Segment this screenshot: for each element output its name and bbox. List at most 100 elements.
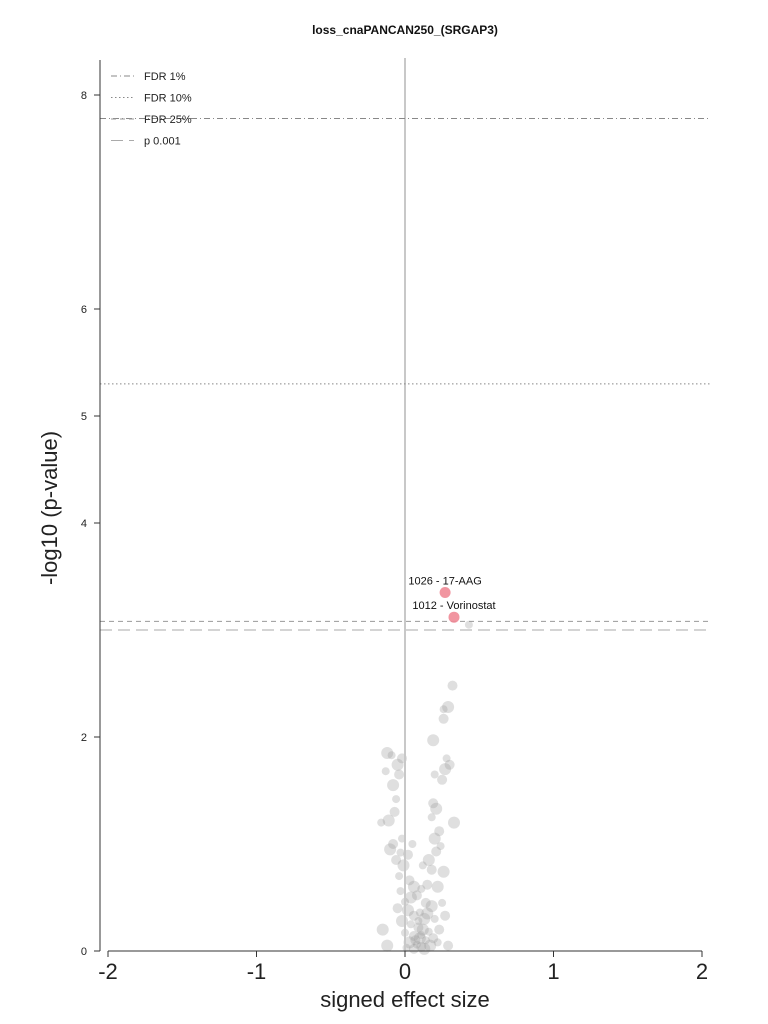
points-layer — [376, 620, 473, 955]
data-point — [376, 923, 389, 936]
highlighted-points: 1026 - 17-AAG 1012 - Vorinostat — [408, 576, 496, 623]
data-point — [408, 943, 419, 954]
data-point — [417, 931, 426, 939]
y-tick-label: 0 — [81, 946, 87, 958]
data-point — [396, 915, 408, 927]
point-annotation: 1026 - 17-AAG — [408, 576, 481, 588]
data-point — [428, 832, 441, 845]
data-point — [387, 779, 400, 792]
legend: FDR 1% FDR 10% FDR 25% p 0.001 — [111, 71, 192, 148]
data-point — [382, 814, 395, 827]
data-point — [424, 939, 437, 952]
data-point — [439, 705, 448, 714]
data-point — [442, 701, 455, 713]
data-point — [448, 816, 460, 829]
data-point — [389, 806, 400, 817]
data-point — [413, 932, 426, 945]
data-point — [408, 840, 417, 848]
data-point — [384, 843, 397, 856]
legend-label: FDR 25% — [144, 114, 192, 126]
data-point — [426, 864, 437, 875]
chart-title: loss_cnaPANCAN250_(SRGAP3) — [312, 23, 498, 37]
threshold-lines — [100, 118, 710, 631]
data-point — [444, 759, 455, 770]
x-tick-label: 1 — [547, 959, 559, 984]
data-point — [424, 927, 433, 936]
data-point — [422, 879, 433, 890]
data-point — [412, 940, 421, 949]
data-point — [421, 907, 434, 920]
data-point — [408, 910, 419, 921]
data-point — [430, 770, 439, 779]
data-point — [413, 922, 424, 933]
data-point — [431, 846, 442, 857]
data-point — [427, 813, 436, 822]
data-point — [406, 920, 415, 929]
data-point — [436, 842, 445, 851]
y-axis-ticks: 0 2 4 5 6 8 — [81, 90, 100, 958]
data-point — [464, 620, 473, 629]
data-point — [392, 795, 401, 804]
data-point — [392, 903, 403, 914]
x-axis-label: signed effect size — [320, 987, 490, 1012]
legend-label: FDR 1% — [144, 71, 186, 83]
data-point — [416, 923, 429, 936]
y-tick-label: 5 — [81, 411, 87, 423]
data-point — [428, 798, 439, 809]
data-point — [431, 880, 444, 893]
data-point — [425, 900, 438, 913]
x-tick-label: 0 — [399, 959, 411, 984]
y-tick-label: 6 — [81, 304, 87, 316]
data-point — [434, 924, 445, 935]
data-point — [394, 769, 405, 780]
x-tick-label: -2 — [98, 959, 118, 984]
data-point — [387, 751, 396, 760]
data-point — [381, 767, 390, 776]
data-point — [416, 941, 427, 952]
data-point — [438, 898, 447, 907]
data-point — [422, 854, 435, 866]
data-point — [417, 884, 426, 893]
y-tick-label: 8 — [81, 90, 87, 102]
data-point — [407, 880, 420, 893]
highlighted-point — [448, 611, 460, 623]
data-point — [442, 754, 451, 763]
data-point — [430, 914, 439, 923]
data-point — [447, 680, 458, 691]
data-point — [433, 938, 442, 947]
data-point — [438, 713, 449, 724]
data-point — [428, 933, 439, 944]
point-annotation: 1012 - Vorinostat — [412, 600, 495, 612]
data-point — [437, 774, 448, 785]
y-axis-label: -log10 (p-value) — [37, 431, 62, 585]
data-point — [396, 848, 405, 857]
legend-label: p 0.001 — [144, 136, 181, 148]
data-point — [381, 939, 394, 952]
data-point — [391, 758, 404, 771]
data-point — [427, 734, 440, 747]
data-point — [421, 936, 430, 945]
highlighted-point — [439, 587, 451, 598]
data-point — [440, 910, 451, 921]
x-axis-ticks: -2 -1 0 1 2 — [98, 951, 708, 984]
data-point — [418, 861, 427, 870]
y-tick-label: 4 — [81, 518, 87, 530]
data-point — [418, 912, 431, 925]
data-point — [414, 917, 423, 925]
data-point — [404, 875, 415, 886]
data-point — [437, 865, 450, 878]
data-point — [381, 747, 394, 759]
legend-label: FDR 10% — [144, 93, 192, 105]
data-point — [404, 891, 417, 904]
data-point — [434, 826, 445, 837]
data-point — [415, 908, 424, 917]
data-point — [388, 839, 399, 849]
data-point — [408, 931, 419, 941]
x-tick-label: 2 — [696, 959, 708, 984]
data-point — [420, 897, 431, 908]
data-point — [403, 936, 416, 949]
data-point — [377, 818, 386, 827]
data-point — [418, 942, 431, 955]
data-point — [410, 935, 421, 946]
